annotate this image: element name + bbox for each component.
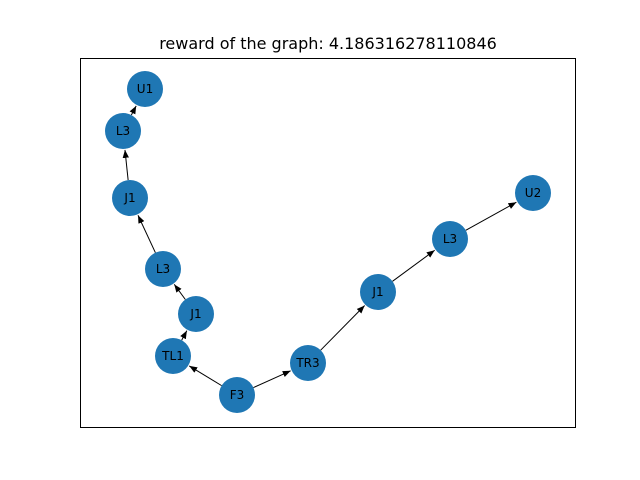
node-circle: [112, 180, 148, 216]
edge-j1b-to-l3b: [122, 149, 129, 181]
nodes-layer: F3 TL1 J1 L3 J1 L3 U1 TR3 J1 L3 U2: [105, 71, 551, 413]
edge-f3-to-tr3: [253, 370, 291, 389]
node-tl1: TL1: [155, 338, 191, 374]
node-label: L3: [156, 262, 170, 276]
node-circle: [155, 338, 191, 374]
edge-l3c-to-u2: [465, 201, 517, 231]
edge-f3-to-tl1: [188, 365, 222, 387]
node-circle: [515, 175, 551, 211]
node-circle: [145, 251, 181, 287]
plot-frame: [80, 58, 576, 428]
node-label: TL1: [161, 349, 184, 363]
node-u1: U1: [127, 71, 163, 107]
node-l3c: L3: [432, 221, 468, 257]
node-l3b: L3: [105, 113, 141, 149]
edge-j1a-to-l3a: [173, 284, 186, 300]
node-label: U1: [137, 82, 153, 96]
node-j1b: J1: [112, 180, 148, 216]
edges-layer: [122, 105, 517, 389]
node-j1c: J1: [360, 274, 396, 310]
node-label: TR3: [295, 356, 319, 370]
node-label: J1: [371, 285, 383, 299]
node-circle: [127, 71, 163, 107]
node-label: L3: [443, 232, 457, 246]
edge-l3a-to-j1b: [137, 215, 156, 253]
node-circle: [105, 113, 141, 149]
figure-title: reward of the graph: 4.186316278110846: [159, 34, 497, 53]
edge-tr3-to-j1c: [320, 305, 366, 351]
node-circle: [432, 221, 468, 257]
node-label: J1: [123, 191, 135, 205]
edge-tl1-to-j1a: [180, 330, 188, 341]
node-label: L3: [116, 124, 130, 138]
node-u2: U2: [515, 175, 551, 211]
node-f3: F3: [219, 377, 255, 413]
node-circle: [290, 345, 326, 381]
node-j1a: J1: [178, 296, 214, 332]
node-tr3: TR3: [290, 345, 326, 381]
edge-l3b-to-u1: [129, 105, 137, 116]
node-label: J1: [189, 307, 201, 321]
node-circle: [360, 274, 396, 310]
node-label: F3: [230, 388, 245, 402]
node-circle: [178, 296, 214, 332]
edge-j1c-to-l3c: [392, 249, 435, 282]
node-l3a: L3: [145, 251, 181, 287]
node-circle: [219, 377, 255, 413]
node-label: U2: [525, 186, 541, 200]
